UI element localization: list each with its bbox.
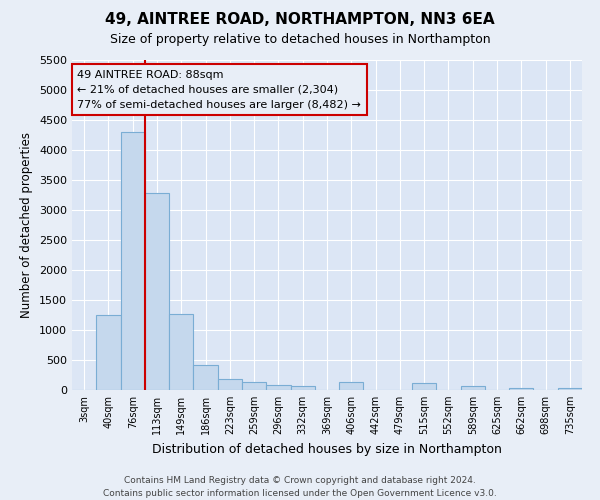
Bar [558,388,582,390]
Bar [169,314,193,390]
Bar [193,365,218,390]
Bar [96,315,121,390]
Bar [461,386,485,390]
Y-axis label: Number of detached properties: Number of detached properties [20,132,34,318]
Bar [412,384,436,390]
Text: 49, AINTREE ROAD, NORTHAMPTON, NN3 6EA: 49, AINTREE ROAD, NORTHAMPTON, NN3 6EA [105,12,495,28]
Text: 49 AINTREE ROAD: 88sqm
← 21% of detached houses are smaller (2,304)
77% of semi-: 49 AINTREE ROAD: 88sqm ← 21% of detached… [77,70,361,110]
Text: Size of property relative to detached houses in Northampton: Size of property relative to detached ho… [110,32,490,46]
Bar [290,386,315,390]
Bar [218,378,242,390]
Bar [145,193,169,390]
Bar [339,382,364,390]
Bar [266,384,290,390]
Bar [242,382,266,390]
Bar [121,132,145,390]
X-axis label: Distribution of detached houses by size in Northampton: Distribution of detached houses by size … [152,442,502,456]
Bar [509,388,533,390]
Text: Contains HM Land Registry data © Crown copyright and database right 2024.
Contai: Contains HM Land Registry data © Crown c… [103,476,497,498]
